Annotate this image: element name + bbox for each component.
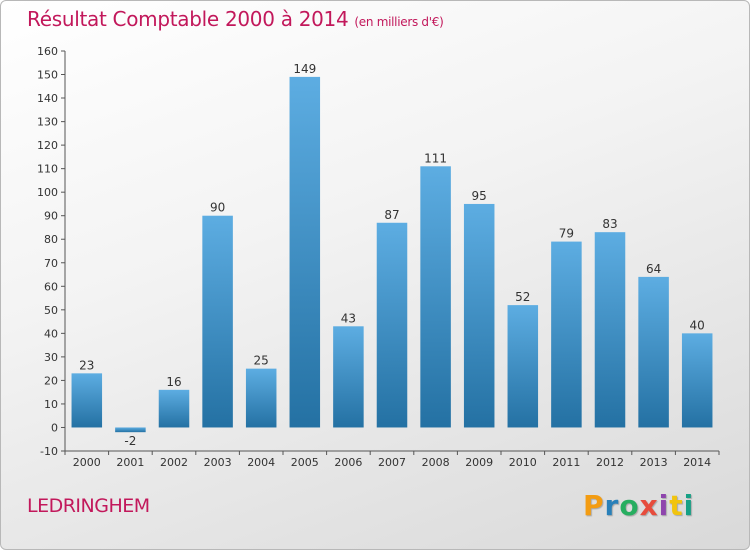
y-tick-label: 40 [44, 327, 58, 340]
data-label-2003: 90 [210, 201, 225, 215]
y-tick-label: 0 [51, 421, 58, 434]
y-tick-label: 100 [37, 186, 58, 199]
bar-2010 [507, 305, 539, 428]
x-tick-label: 2000 [73, 456, 101, 469]
data-label-2011: 79 [559, 227, 574, 241]
logo-letter: r [604, 489, 620, 522]
logo-letter: x [639, 489, 659, 522]
data-label-2004: 25 [254, 354, 269, 368]
y-tick-label: 120 [37, 139, 58, 152]
bar-2002 [158, 389, 190, 428]
y-tick-label: 20 [44, 374, 58, 387]
x-axis: 2000 2001 2002 2003 2004 2005 2006 2007 2008 2009… [64, 450, 720, 469]
y-tick-label: 130 [37, 116, 58, 129]
chart-title-text: Résultat Comptable 2000 à 2014 [27, 7, 349, 31]
data-label-2014: 40 [690, 318, 705, 332]
bar-2004 [245, 368, 277, 428]
x-tick-label: 2010 [509, 456, 537, 469]
bar-2000 [71, 373, 103, 428]
commune-name: LEDRINGHEM [27, 495, 150, 517]
x-tick-label: 2008 [422, 456, 450, 469]
x-tick-label: 2005 [291, 456, 319, 469]
x-tick-label: 2001 [116, 456, 144, 469]
data-label-2005: 149 [293, 62, 316, 76]
data-label-2006: 43 [341, 311, 356, 325]
data-label-2013: 64 [646, 262, 661, 276]
bar-2007 [376, 222, 408, 428]
data-label-2009: 95 [472, 189, 487, 203]
bar-2014 [681, 333, 713, 428]
y-tick-label: 80 [44, 233, 58, 246]
x-tick-label: 2009 [465, 456, 493, 469]
y-tick-label: 160 [37, 45, 58, 58]
data-label-2012: 83 [602, 217, 617, 231]
bar-2009 [463, 203, 495, 428]
bar-2001 [115, 427, 146, 433]
bar-2011 [551, 241, 582, 428]
logo-letter: i [683, 489, 695, 522]
chart-title: Résultat Comptable 2000 à 2014 (en millie… [27, 7, 444, 31]
x-tick-label: 2012 [596, 456, 624, 469]
y-tick-label: 150 [37, 69, 58, 82]
y-tick-label: 90 [44, 210, 58, 223]
y-tick-label: 30 [44, 351, 58, 364]
logo-letter: o [619, 489, 640, 522]
logo-letter: t [669, 489, 684, 522]
bar-2013 [638, 276, 669, 428]
x-tick-label: 2013 [640, 456, 668, 469]
data-label-2010: 52 [515, 290, 530, 304]
bar-2006 [333, 326, 364, 428]
y-tick-label: 10 [44, 398, 58, 411]
y-axis: -10 0 10 20 30 40 50 60 70 80 90 100 110 120 130 140 150… [37, 45, 66, 458]
proxiti-logo: Proxiti [583, 489, 694, 522]
x-tick-label: 2006 [334, 456, 362, 469]
logo-letter: i [658, 489, 670, 522]
bar-2003 [202, 215, 233, 428]
y-tick-label: 50 [44, 304, 58, 317]
bar-2008 [420, 166, 451, 428]
data-label-2000: 23 [79, 358, 94, 372]
y-tick-label: 70 [44, 257, 58, 270]
x-tick-label: 2002 [160, 456, 188, 469]
bar-2012 [594, 232, 626, 428]
x-tick-label: 2003 [204, 456, 232, 469]
y-tick-label: -10 [40, 445, 58, 458]
chart-subtitle: (en milliers d'€) [354, 15, 444, 29]
logo-letter: P [583, 489, 605, 522]
x-tick-label: 2014 [683, 456, 711, 469]
x-tick-label: 2004 [247, 456, 275, 469]
data-label-2001: -2 [124, 434, 136, 448]
bar-2005 [289, 76, 321, 428]
data-label-2008: 111 [424, 151, 447, 165]
data-label-2002: 16 [166, 375, 181, 389]
x-tick-label: 2011 [552, 456, 580, 469]
y-tick-label: 60 [44, 280, 58, 293]
bars-group: 23 -2 16 90 25 149 43 87 111 95 52 79 83 64 40 [71, 62, 713, 448]
y-tick-label: 140 [37, 92, 58, 105]
y-tick-label: 110 [37, 163, 58, 176]
x-tick-label: 2007 [378, 456, 406, 469]
data-label-2007: 87 [384, 208, 399, 222]
